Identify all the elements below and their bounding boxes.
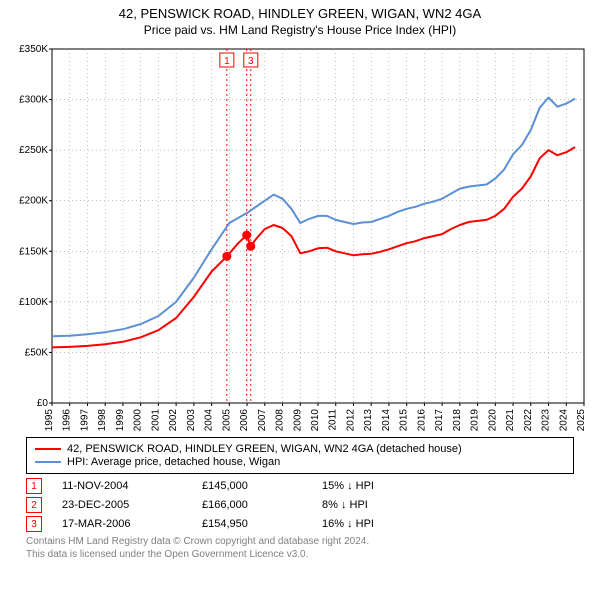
- svg-text:2004: 2004: [204, 409, 215, 432]
- sale-badge: 2: [26, 497, 42, 513]
- svg-text:2023: 2023: [541, 409, 552, 432]
- svg-text:3: 3: [248, 56, 254, 67]
- footnote-line: This data is licensed under the Open Gov…: [26, 549, 574, 562]
- chart-title: 42, PENSWICK ROAD, HINDLEY GREEN, WIGAN,…: [6, 6, 594, 21]
- table-row: 3 17-MAR-2006 £154,950 16% ↓ HPI: [26, 516, 574, 532]
- svg-text:£300K: £300K: [19, 95, 48, 106]
- svg-text:2011: 2011: [328, 409, 339, 431]
- svg-text:2019: 2019: [470, 409, 481, 432]
- svg-text:2013: 2013: [363, 409, 374, 432]
- svg-text:2016: 2016: [416, 409, 427, 432]
- footnote: Contains HM Land Registry data © Crown c…: [26, 536, 574, 561]
- svg-text:£0: £0: [37, 398, 49, 409]
- legend-item: 42, PENSWICK ROAD, HINDLEY GREEN, WIGAN,…: [35, 443, 565, 455]
- sale-badge: 1: [26, 478, 42, 494]
- svg-text:£200K: £200K: [19, 196, 48, 207]
- svg-text:£350K: £350K: [19, 44, 48, 55]
- svg-text:2006: 2006: [239, 409, 250, 432]
- svg-text:2005: 2005: [221, 409, 232, 432]
- chart-subtitle: Price paid vs. HM Land Registry's House …: [6, 23, 594, 37]
- sale-date: 17-MAR-2006: [62, 518, 182, 530]
- sale-hpi: 16% ↓ HPI: [322, 518, 402, 530]
- legend: 42, PENSWICK ROAD, HINDLEY GREEN, WIGAN,…: [26, 437, 574, 474]
- svg-text:1995: 1995: [44, 409, 55, 432]
- legend-label: 42, PENSWICK ROAD, HINDLEY GREEN, WIGAN,…: [67, 443, 462, 455]
- legend-swatch: [35, 461, 61, 463]
- svg-text:2009: 2009: [292, 409, 303, 432]
- table-row: 1 11-NOV-2004 £145,000 15% ↓ HPI: [26, 478, 574, 494]
- svg-text:2008: 2008: [275, 409, 286, 432]
- svg-text:2000: 2000: [133, 409, 144, 432]
- footnote-line: Contains HM Land Registry data © Crown c…: [26, 536, 574, 549]
- sale-price: £166,000: [202, 499, 302, 511]
- sale-hpi: 8% ↓ HPI: [322, 499, 402, 511]
- svg-text:£50K: £50K: [25, 347, 49, 358]
- svg-text:2015: 2015: [399, 409, 410, 432]
- svg-text:1996: 1996: [62, 409, 73, 432]
- svg-text:1997: 1997: [79, 409, 90, 432]
- svg-text:2002: 2002: [168, 409, 179, 432]
- svg-text:1998: 1998: [97, 409, 108, 432]
- svg-text:2003: 2003: [186, 409, 197, 432]
- sale-date: 11-NOV-2004: [62, 480, 182, 492]
- svg-text:2014: 2014: [381, 409, 392, 432]
- svg-text:2025: 2025: [576, 409, 587, 432]
- legend-swatch: [35, 448, 61, 450]
- svg-text:£150K: £150K: [19, 246, 48, 257]
- sale-price: £154,950: [202, 518, 302, 530]
- svg-text:2001: 2001: [150, 409, 161, 432]
- svg-text:2024: 2024: [558, 409, 569, 432]
- sale-hpi: 15% ↓ HPI: [322, 480, 402, 492]
- legend-item: HPI: Average price, detached house, Wiga…: [35, 456, 565, 468]
- sale-badge: 3: [26, 516, 42, 532]
- svg-text:2007: 2007: [257, 409, 268, 432]
- legend-label: HPI: Average price, detached house, Wiga…: [67, 456, 280, 468]
- svg-text:1999: 1999: [115, 409, 126, 432]
- svg-text:2010: 2010: [310, 409, 321, 432]
- svg-text:2020: 2020: [487, 409, 498, 432]
- svg-text:1: 1: [224, 56, 230, 67]
- sales-table: 1 11-NOV-2004 £145,000 15% ↓ HPI 2 23-DEC-200…: [26, 478, 574, 532]
- svg-text:2021: 2021: [505, 409, 516, 432]
- svg-text:2018: 2018: [452, 409, 463, 432]
- svg-text:2022: 2022: [523, 409, 534, 432]
- table-row: 2 23-DEC-2005 £166,000 8% ↓ HPI: [26, 497, 574, 513]
- svg-text:2017: 2017: [434, 409, 445, 432]
- svg-text:£250K: £250K: [19, 145, 48, 156]
- sale-date: 23-DEC-2005: [62, 499, 182, 511]
- price-chart: £0 £50K £100K £150K £200K £250K £300K £350K 1995…: [6, 43, 594, 433]
- svg-text:£100K: £100K: [19, 297, 48, 308]
- sale-price: £145,000: [202, 480, 302, 492]
- svg-text:2012: 2012: [345, 409, 356, 432]
